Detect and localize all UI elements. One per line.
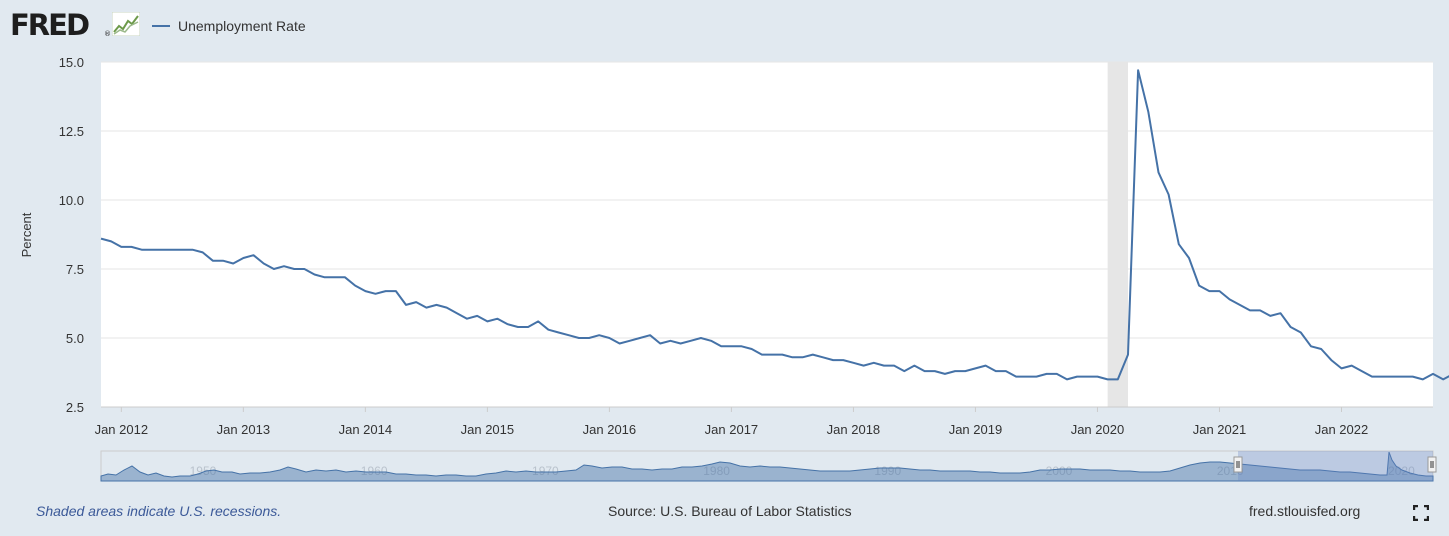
fred-logo[interactable]: FRED — [10, 8, 90, 42]
gridlines — [101, 61, 1433, 339]
chart-header: FRED ® Unemployment Rate — [0, 0, 1449, 52]
x-tick-label: Jan 2020 — [1071, 422, 1125, 437]
navigator-label: 1960 — [361, 464, 388, 478]
fullscreen-icon[interactable] — [1413, 505, 1429, 521]
y-axis-title: Percent — [19, 212, 34, 257]
x-axis: Jan 2012 Jan 2013 Jan 2014 Jan 2015 Jan 2016… — [95, 407, 1369, 437]
site-link[interactable]: fred.stlouisfed.org — [1249, 503, 1361, 519]
chart-legend[interactable]: Unemployment Rate — [152, 17, 306, 35]
series-line[interactable] — [100, 69, 1449, 381]
navigator-label: 2000 — [1046, 464, 1073, 478]
y-tick-label: 7.5 — [66, 262, 84, 277]
y-axis: 2.5 5.0 7.5 10.0 12.5 15.0 — [59, 55, 1433, 415]
line-graph-icon — [112, 12, 140, 36]
x-tick-label: Jan 2014 — [339, 422, 393, 437]
recession-band — [1107, 62, 1128, 407]
y-tick-label: 10.0 — [59, 193, 84, 208]
x-tick-label: Jan 2021 — [1193, 422, 1247, 437]
navigator[interactable]: 1950 1960 1970 1980 1990 2000 2010 2020 — [100, 450, 1437, 482]
recession-shading — [1107, 62, 1128, 407]
navigator-label: 2020 — [1388, 464, 1415, 478]
navigator-series-area — [100, 451, 1434, 482]
x-tick-label: Jan 2019 — [949, 422, 1003, 437]
y-tick-label: 2.5 — [66, 400, 84, 415]
x-tick-label: Jan 2017 — [705, 422, 759, 437]
legend-label: Unemployment Rate — [178, 18, 306, 34]
plot-background — [101, 62, 1433, 407]
navigator-handle-right[interactable] — [1427, 456, 1437, 473]
y-tick-label: 5.0 — [66, 331, 84, 346]
navigator-label: 1980 — [703, 464, 730, 478]
recession-note: Shaded areas indicate U.S. recessions. — [36, 503, 282, 519]
source-text: Source: U.S. Bureau of Labor Statistics — [608, 503, 852, 519]
x-tick-label: Jan 2018 — [827, 422, 881, 437]
legend-swatch — [152, 25, 170, 27]
navigator-selection[interactable] — [1238, 451, 1433, 481]
x-tick-label: Jan 2022 — [1315, 422, 1369, 437]
x-tick-label: Jan 2012 — [95, 422, 149, 437]
x-tick-label: Jan 2013 — [217, 422, 271, 437]
registered-mark: ® — [104, 30, 111, 38]
navigator-label: 1970 — [532, 464, 559, 478]
x-tick-label: Jan 2015 — [461, 422, 515, 437]
y-tick-label: 12.5 — [59, 124, 84, 139]
navigator-handle-left[interactable] — [1233, 456, 1243, 473]
x-tick-label: Jan 2016 — [583, 422, 637, 437]
series-unemployment-rate[interactable] — [100, 69, 1449, 381]
y-tick-label: 15.0 — [59, 55, 84, 70]
chart: 2.55.07.510.012.515.0 Jan 2012 Jan 2013 Ja… — [19, 55, 1449, 482]
